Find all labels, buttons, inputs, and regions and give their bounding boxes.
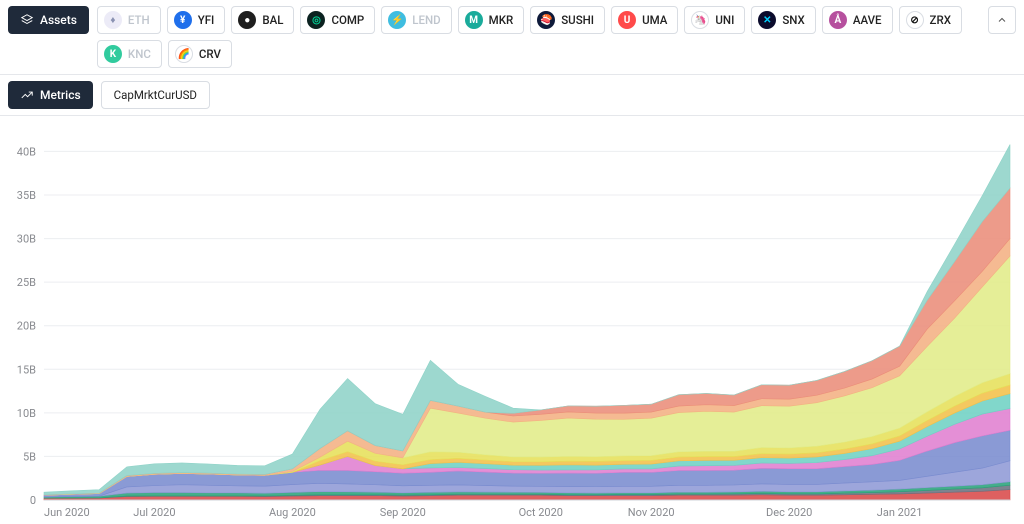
mkr-icon: M <box>465 11 483 29</box>
svg-text:30B: 30B <box>17 233 36 246</box>
metric-chip-list: CapMrktCurUSD <box>101 81 1016 109</box>
svg-text:35B: 35B <box>17 189 36 202</box>
asset-chip-label: ETH <box>128 13 150 27</box>
asset-chip-label: SUSHI <box>561 13 594 27</box>
snx-icon: ✕ <box>758 11 776 29</box>
asset-chip-label: AAVE <box>853 13 882 27</box>
metric-chip-label: CapMrktCurUSD <box>114 88 197 102</box>
comp-icon: ◎ <box>307 11 325 29</box>
asset-chip-list: ♦ ETH ¥ YFI ● BAL ◎ COMP ⚡ LEND M MKR 🍣 SUSHI U UMA 🦄 UNI… <box>97 6 980 68</box>
trend-icon <box>20 88 34 102</box>
asset-chip-label: UNI <box>715 13 734 27</box>
assets-button[interactable]: Assets <box>8 6 89 34</box>
svg-text:Nov 2020: Nov 2020 <box>628 506 675 519</box>
metrics-toolbar: Metrics CapMrktCurUSD <box>0 75 1024 116</box>
uni-icon: 🦄 <box>691 11 709 29</box>
svg-text:Aug 2020: Aug 2020 <box>269 506 316 519</box>
eth-icon: ♦ <box>104 11 122 29</box>
asset-chip-mkr[interactable]: M MKR <box>458 6 525 34</box>
asset-chip-label: BAL <box>262 13 283 27</box>
market-cap-chart[interactable]: 0 5B 10B 15B 20B 25B 30B 35B 40B Jun 2020 Jul 2020… <box>0 116 1024 524</box>
chevron-up-icon <box>996 14 1008 26</box>
uma-icon: U <box>618 11 636 29</box>
asset-chip-uma[interactable]: U UMA <box>611 6 678 34</box>
asset-chip-label: ZRX <box>930 13 951 27</box>
asset-chip-label: KNC <box>128 47 151 61</box>
assets-toolbar: Assets ♦ ETH ¥ YFI ● BAL ◎ COMP ⚡ LEND M MKR 🍣 SUSHI U… <box>0 0 1024 75</box>
svg-text:5B: 5B <box>23 450 36 463</box>
asset-chip-label: YFI <box>198 13 215 27</box>
svg-text:Jul 2020: Jul 2020 <box>133 506 175 519</box>
svg-text:10B: 10B <box>17 407 36 420</box>
svg-text:25B: 25B <box>17 276 36 289</box>
bal-icon: ● <box>238 11 256 29</box>
asset-chip-label: CRV <box>199 47 221 61</box>
yfi-icon: ¥ <box>174 11 192 29</box>
lend-icon: ⚡ <box>388 11 406 29</box>
asset-chip-label: MKR <box>489 13 514 27</box>
asset-chip-snx[interactable]: ✕ SNX <box>751 6 815 34</box>
asset-chip-zrx[interactable]: ⊘ ZRX <box>899 6 962 34</box>
crv-icon: 🌈 <box>175 45 193 63</box>
asset-chip-sushi[interactable]: 🍣 SUSHI <box>530 6 605 34</box>
svg-text:Sep 2020: Sep 2020 <box>380 506 426 519</box>
asset-chip-uni[interactable]: 🦄 UNI <box>684 6 745 34</box>
metrics-button[interactable]: Metrics <box>8 81 93 109</box>
asset-chip-eth[interactable]: ♦ ETH <box>97 6 161 34</box>
metric-chip[interactable]: CapMrktCurUSD <box>101 81 210 109</box>
assets-label: Assets <box>40 13 77 27</box>
zrx-icon: ⊘ <box>906 11 924 29</box>
svg-text:Jun 2020: Jun 2020 <box>44 506 90 519</box>
asset-chip-bal[interactable]: ● BAL <box>231 6 294 34</box>
svg-text:0: 0 <box>30 494 36 507</box>
sushi-icon: 🍣 <box>537 11 555 29</box>
asset-chip-aave[interactable]: Å AAVE <box>822 6 893 34</box>
asset-chip-label: COMP <box>331 13 364 27</box>
asset-chip-lend[interactable]: ⚡ LEND <box>381 6 451 34</box>
svg-text:Oct 2020: Oct 2020 <box>519 506 563 519</box>
svg-text:Jan 2021: Jan 2021 <box>877 506 923 519</box>
asset-chip-label: LEND <box>412 13 440 27</box>
svg-text:Dec 2020: Dec 2020 <box>766 506 812 519</box>
svg-text:40B: 40B <box>17 145 36 158</box>
asset-chip-knc[interactable]: K KNC <box>97 40 162 68</box>
svg-text:20B: 20B <box>17 320 36 333</box>
expand-button[interactable] <box>988 6 1016 34</box>
asset-chip-yfi[interactable]: ¥ YFI <box>167 6 226 34</box>
asset-chip-label: UMA <box>642 13 667 27</box>
knc-icon: K <box>104 45 122 63</box>
asset-chip-comp[interactable]: ◎ COMP <box>300 6 375 34</box>
aave-icon: Å <box>829 11 847 29</box>
layers-icon <box>20 13 34 27</box>
asset-chip-crv[interactable]: 🌈 CRV <box>168 40 232 68</box>
metrics-label: Metrics <box>40 88 81 102</box>
asset-chip-label: SNX <box>782 13 804 27</box>
svg-text:15B: 15B <box>17 363 36 376</box>
